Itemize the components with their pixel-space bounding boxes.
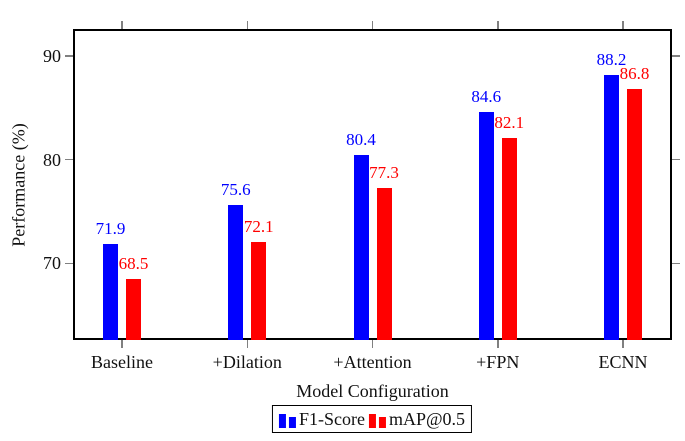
- legend-label: mAP@0.5: [388, 409, 466, 429]
- bar-map-0-5: [501, 137, 517, 340]
- bar-map-0-5: [126, 278, 141, 340]
- x-tick-top: [371, 21, 374, 29]
- legend-marker-bar: [378, 417, 386, 428]
- x-tick-bottom: [246, 340, 248, 348]
- bar-map-0-5: [251, 241, 267, 340]
- x-tick-label: Baseline: [91, 352, 153, 372]
- x-tick-bottom: [121, 340, 123, 348]
- legend-marker-bar: [368, 414, 376, 428]
- x-tick-top: [497, 21, 499, 29]
- x-tick-label: +FPN: [476, 352, 520, 372]
- bar-f1-score: [103, 243, 118, 340]
- legend-bar-marker-icon: [368, 414, 386, 429]
- legend-label: F1-Score: [298, 409, 365, 429]
- x-tick-bottom: [371, 340, 374, 348]
- x-tick-top: [246, 21, 248, 29]
- bar-f1-score: [353, 155, 369, 340]
- y-tick-right: [672, 55, 680, 57]
- bar-value-label: 84.6: [471, 86, 502, 106]
- x-tick-label: +Attention: [333, 352, 412, 372]
- bar-f1-score: [228, 205, 244, 340]
- y-tick-left: [65, 55, 73, 57]
- bar-value-label: 82.1: [494, 112, 525, 132]
- bar-value-label: 75.6: [220, 180, 251, 200]
- bar-value-label: 88.2: [596, 49, 627, 69]
- y-tick-left: [65, 158, 73, 161]
- x-tick-bottom: [622, 340, 624, 348]
- y-axis-label: Performance (%): [8, 123, 29, 247]
- bar-f1-score: [478, 111, 494, 340]
- bar-value-label: 71.9: [95, 218, 126, 238]
- y-tick-label: 80: [43, 149, 61, 170]
- y-tick-left: [65, 262, 73, 265]
- x-tick-top: [121, 21, 123, 29]
- y-tick-right: [672, 158, 680, 161]
- y-tick-label: 70: [43, 253, 61, 274]
- bar-f1-score: [604, 74, 619, 340]
- bar-value-label: 72.1: [243, 216, 274, 236]
- bar-value-label: 86.8: [619, 64, 650, 84]
- bar-value-label: 77.3: [369, 162, 399, 182]
- bar-value-label: 80.4: [346, 130, 376, 150]
- bar-map-0-5: [627, 89, 642, 340]
- x-tick-label: +Dilation: [212, 352, 282, 372]
- x-tick-bottom: [497, 340, 499, 348]
- legend-marker-bar: [288, 417, 296, 428]
- legend-item: mAP@0.5: [368, 409, 466, 429]
- y-tick-label: 90: [43, 45, 61, 66]
- x-axis-label: Model Configuration: [296, 381, 449, 401]
- x-tick-label: ECNN: [598, 352, 648, 372]
- x-tick-top: [622, 21, 624, 29]
- bar-map-0-5: [376, 187, 392, 340]
- y-tick-right: [672, 262, 680, 265]
- plot-area: [73, 29, 672, 340]
- legend: F1-Score mAP@0.5: [271, 405, 473, 433]
- legend-bar-marker-icon: [278, 414, 296, 429]
- legend-item: F1-Score: [278, 409, 365, 429]
- legend-marker-bar: [278, 414, 286, 428]
- bar-value-label: 68.5: [118, 253, 149, 273]
